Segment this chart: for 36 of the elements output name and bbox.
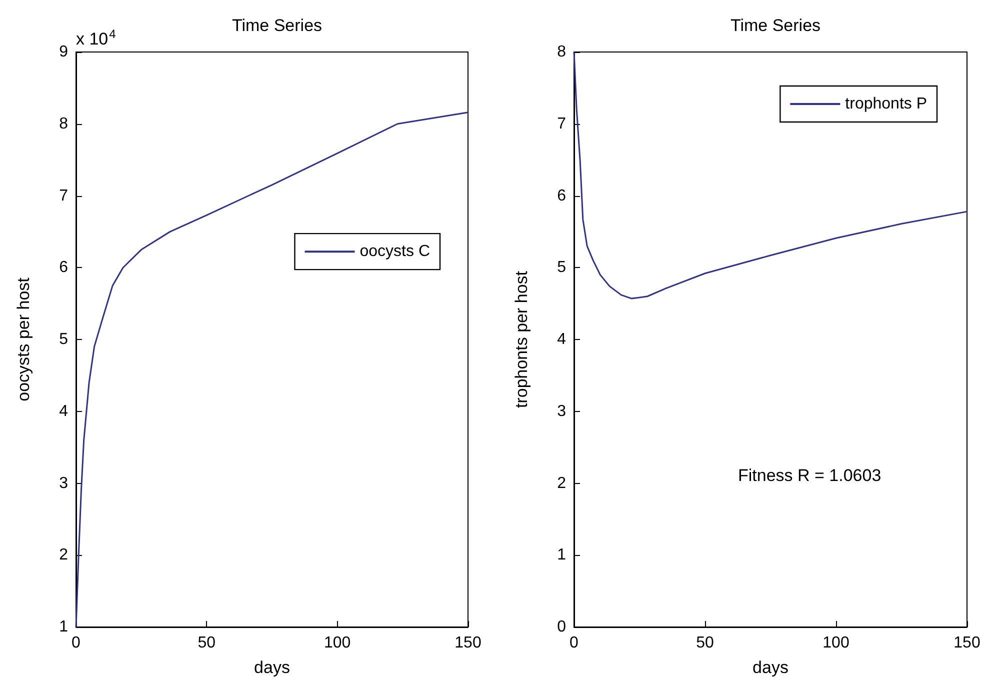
y-tick-label: 8 <box>59 115 68 132</box>
y-tick-label: 5 <box>557 259 566 276</box>
y-tick-label: 1 <box>557 546 566 564</box>
y-axis-title: trophonts per host <box>512 270 531 408</box>
y-axis-title: oocysts per host <box>14 277 33 402</box>
y-tick-label: 8 <box>557 44 566 60</box>
chart-title: Time Series <box>232 16 322 35</box>
x-axis-title: days <box>752 658 788 677</box>
x-tick-label: 150 <box>954 634 980 652</box>
y-tick-label: 3 <box>557 402 566 420</box>
y-tick-label: 7 <box>557 115 566 132</box>
x-tick-label: 150 <box>454 634 482 652</box>
y-tick-label: 6 <box>557 187 566 204</box>
x-tick-label: 50 <box>198 634 216 652</box>
x-tick-label: 100 <box>822 634 850 652</box>
legend-label: oocysts C <box>360 243 430 260</box>
y-tick-label: 2 <box>59 546 68 564</box>
x-tick-label: 0 <box>72 634 81 652</box>
x-tick-label: 50 <box>696 634 714 652</box>
y-tick-label: 3 <box>59 474 68 492</box>
annotation: Fitness R = 1.0603 <box>738 466 882 486</box>
x-axis-title: days <box>254 658 290 677</box>
x-tick-label: 100 <box>324 634 351 652</box>
y-tick-label: 4 <box>59 402 68 420</box>
line-series <box>573 51 968 300</box>
y-tick-label: 9 <box>59 44 68 60</box>
y-tick-label: 4 <box>557 331 566 348</box>
legend-label: trophonts P <box>845 96 927 112</box>
y-tick-label: 1 <box>59 618 68 636</box>
y-tick-label: 0 <box>557 618 566 636</box>
x-tick-label: 0 <box>570 634 579 652</box>
chart-title: Time Series <box>730 16 821 35</box>
y-tick-label: 7 <box>59 187 68 204</box>
y-tick-label: 6 <box>59 259 68 276</box>
y-tick-label: 5 <box>59 331 68 348</box>
y-tick-label: 2 <box>557 474 566 492</box>
